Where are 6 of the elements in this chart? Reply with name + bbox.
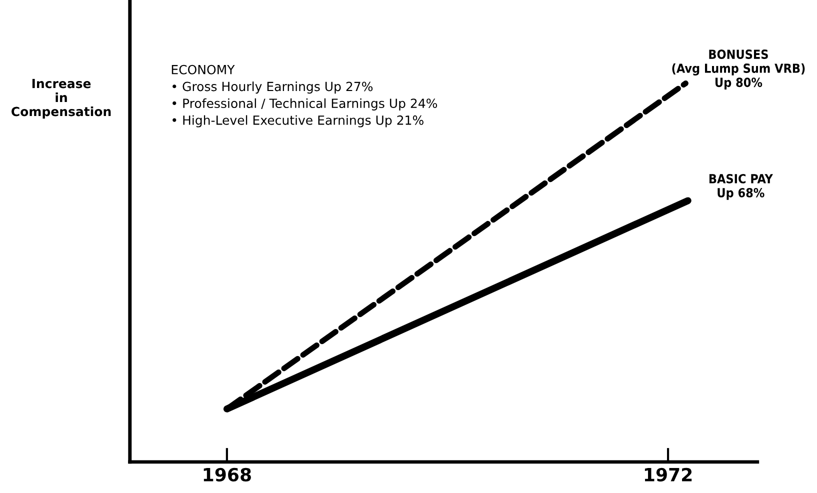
y-axis-title: Increase in Compensation (12, 78, 111, 119)
x-tick-label: 1972 (644, 468, 692, 482)
series-label: BONUSES (Avg Lump Sum VRB) Up 80% (672, 50, 805, 90)
series-label: BASIC PAY Up 68% (709, 174, 774, 200)
x-tick-label: 1968 (204, 468, 251, 482)
annotation: ECONOMY • Gross Hourly Earnings Up 27% • Professional / Technical Earnings Up 24% • High-Level Executive Earnings Up 21% (172, 64, 438, 128)
